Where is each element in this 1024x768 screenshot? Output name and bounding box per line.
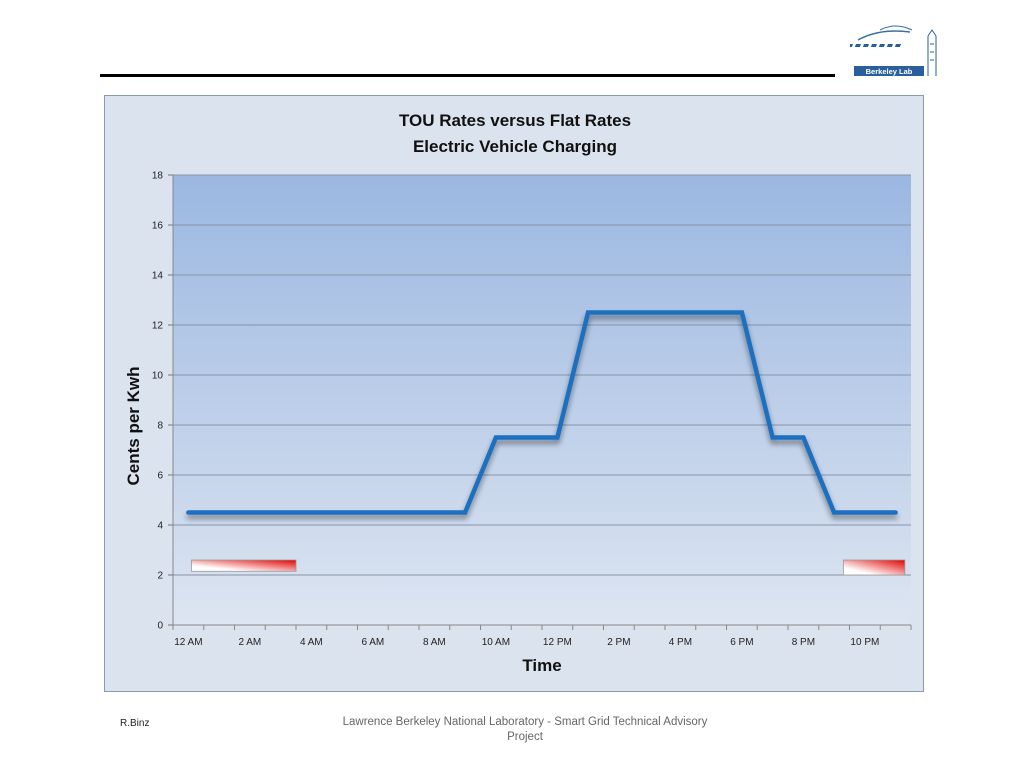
y-tick-label: 4 [157,521,163,532]
berkeley-lab-logo: Berkeley Lab [850,25,937,76]
series-group [186,310,898,515]
axes: 0 2 4 6 8 10 12 14 16 18 12 AM 2 AM 4 AM 6 AM 8 AM 10 A… [152,171,912,648]
x-axis-title: Time [522,656,561,675]
x-tick-label: 8 AM [423,637,446,648]
x-tick-label: 10 PM [850,637,879,648]
chart-panel: TOU Rates versus Flat Rates Electric Veh… [104,95,924,692]
plot-area [173,175,911,625]
y-tick-label: 8 [157,421,163,432]
x-tick-label: 12 PM [543,637,572,648]
period-marker [842,559,906,576]
x-tick-label: 8 PM [792,637,815,648]
x-tick-label: 2 AM [238,637,261,648]
logo-text: Berkeley Lab [866,67,913,76]
header-rule [100,74,835,77]
y-tick-label: 2 [157,571,163,582]
series-line [186,310,898,515]
x-tick-label: 6 AM [361,637,384,648]
x-tick-label: 10 AM [482,637,510,648]
x-tick-label: 4 AM [300,637,323,648]
y-tick-label: 6 [157,471,163,482]
footer-organization: Lawrence Berkeley National Laboratory - … [330,715,720,745]
x-tick-label: 4 PM [669,637,692,648]
chart-title: TOU Rates versus Flat Rates [399,111,631,130]
footer-line-1: Lawrence Berkeley National Laboratory - … [342,716,708,728]
y-tick-label: 0 [157,621,163,632]
period-marker [191,559,297,572]
y-tick-label: 16 [152,221,164,232]
y-tick-label: 14 [152,271,164,282]
chart-svg: TOU Rates versus Flat Rates Electric Veh… [124,111,912,675]
y-tick-label: 12 [152,321,164,332]
chart-subtitle: Electric Vehicle Charging [413,137,617,156]
x-tick-label: 12 AM [174,637,202,648]
footer-line-2: Project [507,731,543,743]
y-tick-label: 10 [152,371,164,382]
x-tick-label: 6 PM [730,637,753,648]
x-tick-label: 2 PM [607,637,630,648]
period-markers [191,559,906,576]
footer-author: R.Binz [120,718,150,729]
y-tick-label: 18 [152,171,164,182]
y-axis-title: Cents per Kwh [124,366,143,485]
